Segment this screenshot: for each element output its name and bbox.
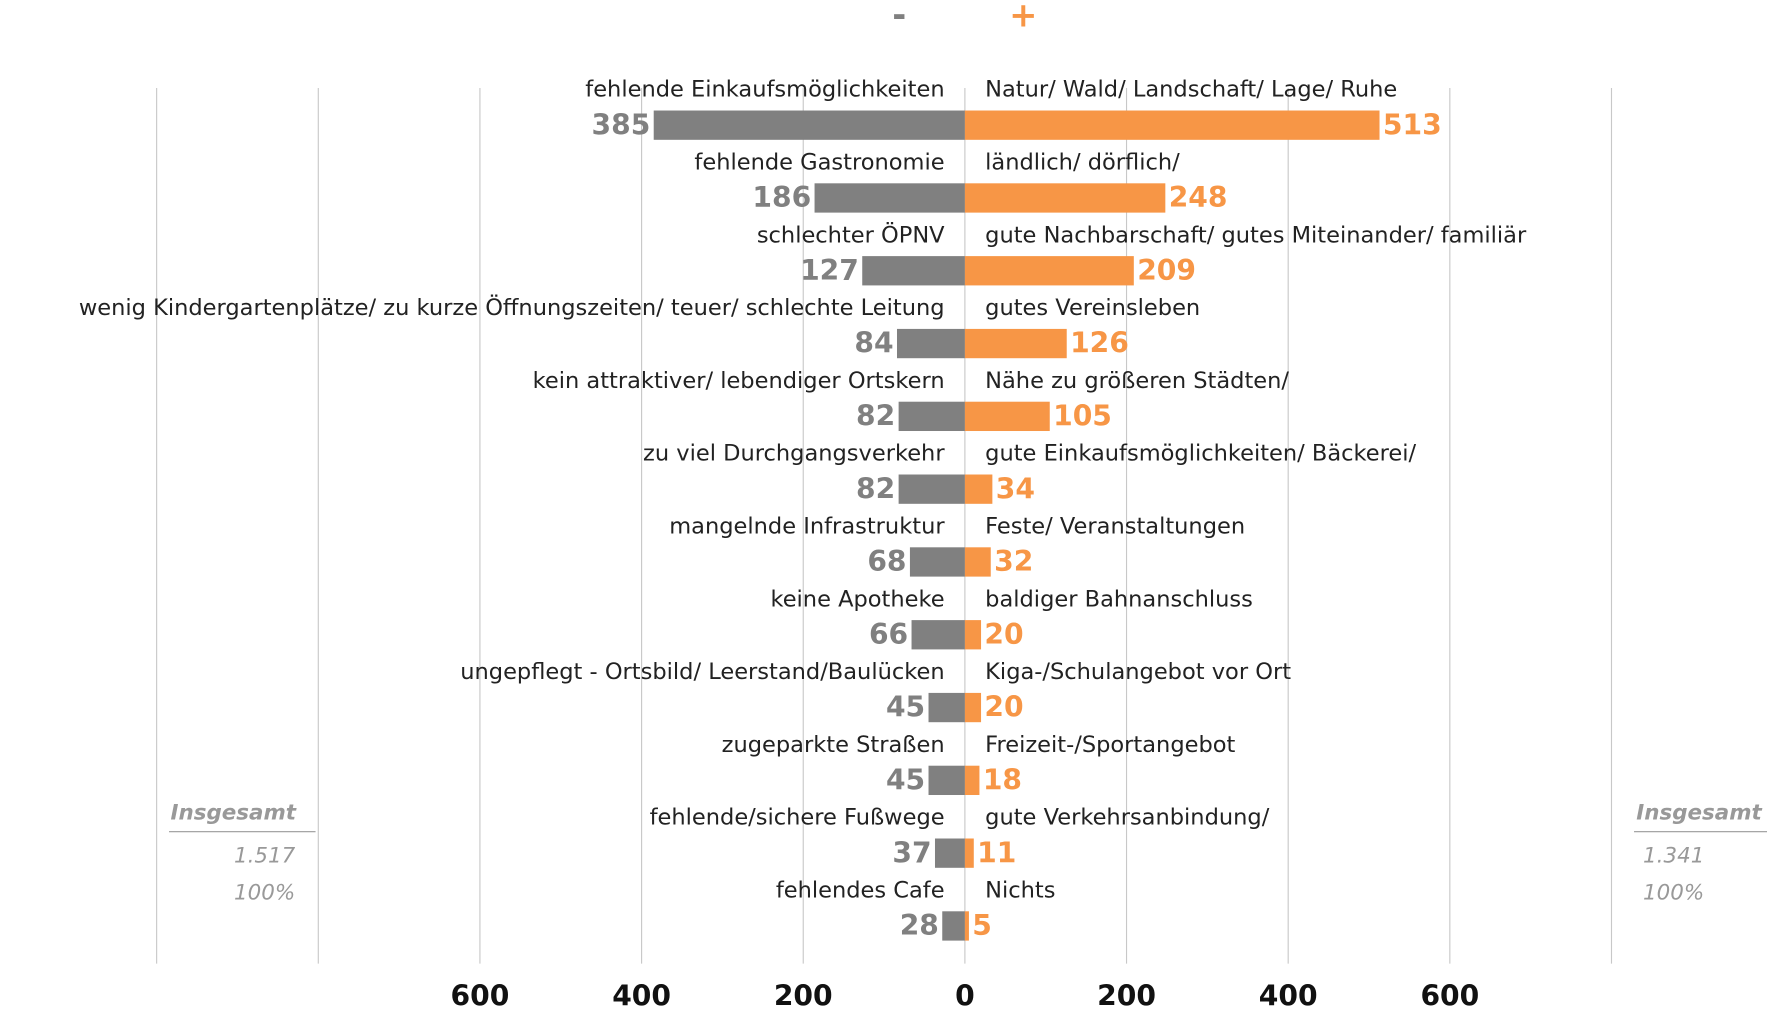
- total-title: Insgesamt: [1636, 801, 1762, 826]
- bar: [964, 256, 1134, 286]
- category-label: gute Nachbarschaft/ gutes Miteinander/ f…: [985, 222, 1527, 248]
- category-label: gute Verkehrsanbindung/: [985, 805, 1270, 831]
- category-label: Feste/ Veranstaltungen: [985, 514, 1245, 540]
- total-value: 1.517: [234, 844, 296, 869]
- category-label: Natur/ Wald/ Landschaft/ Lage/ Ruhe: [985, 77, 1397, 103]
- legend-negative: -: [892, 0, 906, 34]
- value-label: 18: [983, 763, 1022, 796]
- category-label: Freizeit-/Sportangebot: [985, 732, 1235, 758]
- x-tick-label: 200: [774, 979, 833, 1011]
- bar: [964, 110, 1380, 140]
- category-label: Nichts: [985, 878, 1055, 904]
- total-value: 1.341: [1643, 844, 1704, 869]
- value-label: 248: [1169, 181, 1228, 214]
- bar: [896, 328, 965, 359]
- bar: [942, 911, 965, 941]
- value-label: 11: [977, 836, 1016, 869]
- bar: [964, 692, 982, 723]
- x-tick-label: 400: [612, 979, 671, 1011]
- value-label: 82: [856, 399, 895, 432]
- x-tick-label: 0: [955, 979, 975, 1011]
- bar: [898, 474, 965, 504]
- category-label: keine Apotheke: [770, 586, 944, 612]
- value-label: 66: [869, 618, 908, 651]
- category-label: fehlende Gastronomie: [694, 150, 944, 176]
- bar: [814, 183, 965, 213]
- x-tick-label: 600: [1420, 979, 1479, 1011]
- x-tick-label: 400: [1259, 979, 1318, 1011]
- category-label: baldiger Bahnanschluss: [985, 586, 1253, 612]
- value-label: 5: [972, 909, 992, 942]
- category-label: Nähe zu größeren Städten/: [985, 368, 1289, 394]
- bar: [928, 765, 965, 796]
- value-label: 37: [892, 836, 931, 869]
- bar: [934, 838, 965, 868]
- bar: [964, 911, 969, 941]
- value-label: 105: [1053, 399, 1112, 432]
- value-label: 82: [856, 472, 895, 505]
- bar: [964, 474, 993, 504]
- category-label: ungepflegt - Ortsbild/ Leerstand/Baulück…: [460, 659, 944, 685]
- value-label: 209: [1137, 254, 1196, 287]
- total-title: Insgesamt: [171, 801, 297, 826]
- bar: [964, 620, 982, 650]
- category-label: gute Einkaufsmöglichkeiten/ Bäckerei/: [985, 441, 1416, 467]
- bar: [964, 328, 1067, 359]
- value-label: 28: [900, 909, 939, 942]
- bar: [928, 692, 965, 723]
- value-label: 84: [854, 327, 893, 360]
- value-label: 20: [984, 618, 1023, 651]
- value-label: 20: [984, 691, 1023, 724]
- category-label: zugeparkte Straßen: [722, 732, 945, 758]
- x-tick-label: 200: [1097, 979, 1156, 1011]
- category-label: schlechter ÖPNV: [757, 220, 945, 248]
- bar: [964, 401, 1050, 432]
- total-share: 100%: [1643, 881, 1704, 906]
- bar: [898, 401, 965, 432]
- bar: [964, 765, 980, 796]
- category-label: gutes Vereinsleben: [985, 295, 1200, 321]
- category-label: ländlich/ dörflich/: [985, 150, 1180, 176]
- category-label: fehlendes Cafe: [776, 878, 945, 904]
- category-label: fehlende Einkaufsmöglichkeiten: [585, 77, 944, 103]
- bar: [964, 547, 991, 577]
- x-tick-label: 600: [451, 979, 510, 1011]
- value-label: 186: [752, 181, 811, 214]
- category-label: fehlende/sichere Fußwege: [650, 805, 945, 831]
- category-label: wenig Kindergartenplätze/ zu kurze Öffnu…: [79, 293, 945, 321]
- value-label: 385: [592, 108, 651, 141]
- category-label: mangelnde Infrastruktur: [669, 514, 945, 540]
- bar: [862, 256, 965, 286]
- value-label: 45: [886, 691, 925, 724]
- total-share: 100%: [234, 881, 295, 906]
- value-label: 513: [1383, 108, 1442, 141]
- value-label: 68: [867, 545, 906, 578]
- value-label: 45: [886, 763, 925, 796]
- category-label: Kiga-/Schulangebot vor Ort: [985, 659, 1291, 685]
- bar: [964, 838, 974, 868]
- bar: [911, 620, 965, 650]
- value-label: 126: [1070, 327, 1129, 360]
- bar: [909, 547, 965, 577]
- bar: [964, 183, 1166, 213]
- bar: [653, 110, 965, 140]
- category-label: kein attraktiver/ lebendiger Ortskern: [533, 368, 945, 394]
- legend-positive: +: [1009, 0, 1037, 34]
- value-label: 34: [996, 472, 1035, 505]
- value-label: 127: [800, 254, 859, 287]
- category-label: zu viel Durchgangsverkehr: [643, 441, 945, 467]
- value-label: 32: [994, 545, 1033, 578]
